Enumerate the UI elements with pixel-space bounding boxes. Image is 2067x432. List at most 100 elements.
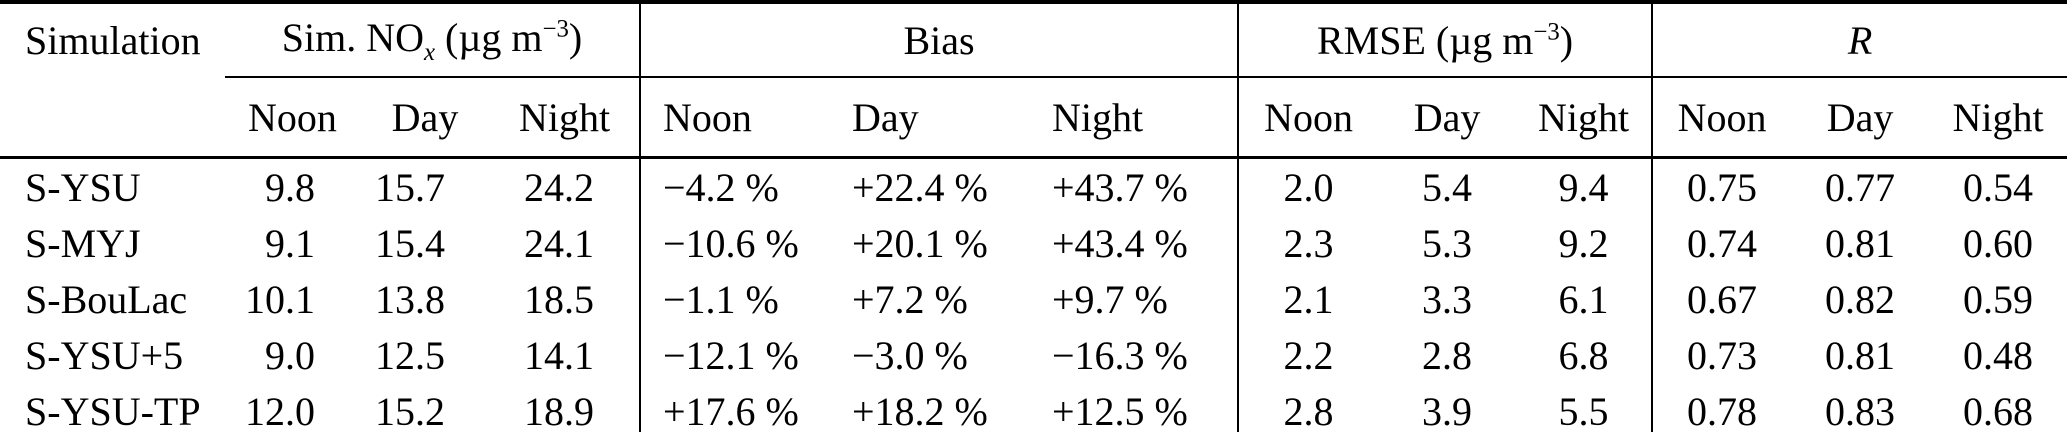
cell-simnox-day: 15.4 (375, 220, 445, 266)
group-header-row: Simulation Sim. NOx (µg m−3) Bias RMSE (… (0, 2, 2067, 78)
cell-r-noon: 0.67 (1687, 276, 1758, 322)
group-header-sim-nox: Sim. NOx (µg m−3) (225, 2, 641, 78)
cell-bias-noon: −12.1 % (663, 332, 799, 378)
cell-simnox-noon: 9.1 (265, 220, 315, 266)
group-header-rmse: RMSE (µg m−3) (1238, 2, 1654, 78)
cell-rmse-day: 3.3 (1422, 276, 1473, 322)
cell-bias-day: +18.2 % (852, 388, 988, 432)
subheader-empty-corner (0, 77, 225, 159)
subheader-simnox-noon: Noon (225, 77, 360, 159)
cell-simnox-day: 15.2 (375, 388, 445, 432)
cell-rmse-night: 5.5 (1516, 383, 1654, 432)
subheader-bias-night: Night (1030, 77, 1240, 159)
cell-r-day: 0.81 (1825, 332, 1896, 378)
sim-nox-exponent: −3 (542, 15, 569, 43)
corner-header-simulation: Simulation (25, 18, 201, 63)
cell-bias-noon: −10.6 % (663, 220, 799, 266)
table-row: S-YSU-TP 12.0 15.2 18.9 +17.6 % +18.2 % … (0, 383, 2067, 432)
cell-r-noon: 0.78 (1687, 388, 1758, 432)
cell-r-noon: 0.74 (1687, 220, 1758, 266)
cell-rmse-noon: 2.8 (1283, 388, 1334, 432)
cell-bias-night: +43.7 % (1030, 157, 1240, 215)
cell-simnox-night: 14.1 (490, 327, 641, 383)
rmse-unit-close: ) (1559, 17, 1574, 63)
cell-rmse-noon: 2.2 (1283, 332, 1334, 378)
sim-nox-unit-close: ) (568, 14, 583, 60)
cell-r-night: 0.68 (1963, 388, 2034, 432)
subheader-rmse-night: Night (1516, 77, 1654, 159)
subheader-row: Noon Day Night Noon Day Night Noon Day N… (0, 77, 2067, 159)
rmse-exponent: −3 (1533, 18, 1560, 46)
cell-simnox-day: 15.7 (375, 164, 445, 210)
cell-simnox-noon: 9.8 (265, 164, 315, 210)
cell-simnox-night: 24.1 (490, 215, 641, 271)
cell-rmse-day: 3.9 (1422, 388, 1473, 432)
cell-r-night: 0.59 (1963, 276, 2034, 322)
subheader-rmse-day: Day (1378, 77, 1517, 159)
sim-nox-subscript: x (424, 38, 436, 66)
cell-simnox-day: 12.5 (375, 332, 445, 378)
cell-bias-day: −3.0 % (852, 332, 968, 378)
table-row: S-YSU 9.8 15.7 24.2 −4.2 % +22.4 % +43.7… (0, 157, 2067, 215)
cell-bias-day: +22.4 % (852, 164, 988, 210)
table-row: S-MYJ 9.1 15.4 24.1 −10.6 % +20.1 % +43.… (0, 215, 2067, 271)
cell-bias-day: +20.1 % (852, 220, 988, 266)
cell-simnox-noon: 9.0 (265, 332, 315, 378)
cell-rmse-day: 5.4 (1422, 164, 1473, 210)
cell-bias-noon: −4.2 % (663, 164, 779, 210)
rmse-prefix: RMSE (µg m (1316, 17, 1534, 63)
row-label: S-YSU+5 (25, 332, 184, 378)
cell-rmse-day: 2.8 (1422, 332, 1473, 378)
cell-rmse-night: 6.8 (1516, 327, 1654, 383)
cell-bias-noon: −1.1 % (663, 276, 779, 322)
cell-bias-night: +43.4 % (1030, 215, 1240, 271)
subheader-rmse-noon: Noon (1238, 77, 1379, 159)
cell-bias-night: −16.3 % (1030, 327, 1240, 383)
cell-r-night: 0.54 (1963, 164, 2034, 210)
cell-simnox-noon: 10.1 (245, 276, 315, 322)
cell-bias-noon: +17.6 % (663, 388, 799, 432)
subheader-bias-noon: Noon (640, 77, 830, 159)
sim-nox-unit-open: (µg m (435, 14, 543, 60)
subheader-r-noon: Noon (1652, 77, 1792, 159)
table-row: S-BouLac 10.1 13.8 18.5 −1.1 % +7.2 % +9… (0, 271, 2067, 327)
cell-bias-night: +12.5 % (1030, 383, 1240, 432)
cell-simnox-night: 18.5 (490, 271, 641, 327)
cell-rmse-night: 6.1 (1516, 271, 1654, 327)
cell-rmse-noon: 2.1 (1283, 276, 1334, 322)
row-label: S-MYJ (25, 220, 141, 266)
cell-rmse-night: 9.2 (1516, 215, 1654, 271)
row-label: S-BouLac (25, 276, 188, 322)
cell-bias-day: +7.2 % (852, 276, 968, 322)
cell-r-night: 0.48 (1963, 332, 2034, 378)
cell-r-night: 0.60 (1963, 220, 2034, 266)
cell-bias-night: +9.7 % (1030, 271, 1240, 327)
row-label: S-YSU-TP (25, 388, 201, 432)
cell-r-noon: 0.73 (1687, 332, 1758, 378)
cell-simnox-night: 18.9 (490, 383, 641, 432)
cell-simnox-night: 24.2 (490, 157, 641, 215)
cell-r-day: 0.81 (1825, 220, 1896, 266)
cell-rmse-noon: 2.0 (1283, 164, 1334, 210)
cell-simnox-noon: 12.0 (245, 388, 315, 432)
subheader-r-night: Night (1929, 77, 2067, 159)
cell-rmse-noon: 2.3 (1283, 220, 1334, 266)
subheader-bias-day: Day (830, 77, 1030, 159)
cell-r-day: 0.83 (1825, 388, 1896, 432)
group-header-bias: Bias (640, 2, 1240, 78)
cell-r-noon: 0.75 (1687, 164, 1758, 210)
row-label: S-YSU (25, 164, 141, 210)
subheader-simnox-night: Night (490, 77, 641, 159)
cell-r-day: 0.77 (1825, 164, 1896, 210)
table-row: S-YSU+5 9.0 12.5 14.1 −12.1 % −3.0 % −16… (0, 327, 2067, 383)
cell-r-day: 0.82 (1825, 276, 1896, 322)
cell-rmse-night: 9.4 (1516, 157, 1654, 215)
subheader-r-day: Day (1791, 77, 1930, 159)
subheader-simnox-day: Day (360, 77, 490, 159)
group-header-r: R (1652, 2, 2067, 78)
cell-rmse-day: 5.3 (1422, 220, 1473, 266)
sim-nox-prefix: Sim. NO (281, 14, 425, 60)
cell-simnox-day: 13.8 (375, 276, 445, 322)
